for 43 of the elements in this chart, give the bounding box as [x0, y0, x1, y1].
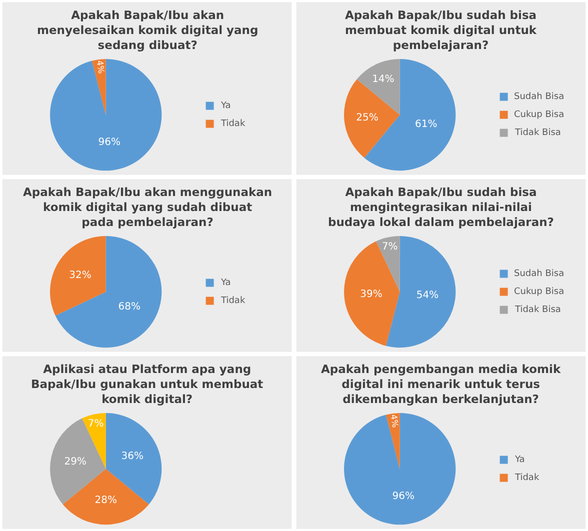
- data-label: 7%: [88, 418, 104, 430]
- legend-label: Sudah Bisa: [514, 269, 564, 279]
- pie-slice: [344, 413, 456, 525]
- data-label: 7%: [382, 242, 398, 253]
- legend-label: Tidak: [514, 473, 540, 483]
- legend-label: Tidak: [220, 119, 246, 129]
- data-label: 96%: [98, 137, 120, 148]
- data-label: 96%: [392, 491, 414, 502]
- chart-title: Apakah Bapak/Ibu sudah bisa membuat komik digital untuk pembelajaran?: [345, 8, 537, 52]
- data-label: 14%: [372, 74, 394, 85]
- legend-label: Sudah Bisa: [514, 92, 564, 102]
- data-label: 61%: [414, 118, 438, 130]
- chart-title: Apakah Bapak/Ibu akan menyelesaikan komik digital yang sedang dibuat?: [37, 8, 258, 52]
- pie-slice: [50, 59, 162, 171]
- legend-label: Tidak Bisa: [514, 305, 561, 315]
- pie-slice: [344, 241, 400, 346]
- pie-slice: [92, 59, 106, 115]
- legend-label: Tidak: [220, 296, 246, 306]
- pie-slice: [386, 413, 400, 469]
- legend-label: Cukup Bisa: [514, 287, 564, 297]
- legend-label: Tidak Bisa: [514, 128, 561, 138]
- data-label: 4%: [94, 60, 107, 74]
- chart-title: Apakah Bapak/Ibu sudah bisa mengintegrasikan nilai-nilai budaya lokal dalam pembelajaran?: [328, 185, 554, 229]
- legend-label: Cukup Bisa: [514, 110, 564, 120]
- pie-slice: [356, 59, 400, 115]
- legend-label: Ya: [220, 278, 231, 288]
- chart-title: Aplikasi atau Platform apa yang Bapak/Ibu gunakan untuk membuat komik digital?: [31, 362, 264, 406]
- legend-label: Ya: [514, 455, 525, 465]
- pie-slice: [55, 236, 162, 348]
- data-label: 25%: [356, 112, 378, 124]
- data-label: 29%: [64, 456, 87, 468]
- pie-slice: [50, 236, 106, 316]
- data-label: 54%: [416, 290, 439, 301]
- pie-slice: [62, 468, 149, 525]
- data-label: 4%: [388, 414, 401, 428]
- chart-title: Apakah Bapak/Ibu akan menggunakan komik digital yang sudah dibuat pada pembelajaran?: [23, 185, 272, 229]
- legend-label: Ya: [220, 101, 231, 111]
- data-label: 39%: [360, 289, 382, 300]
- data-label: 32%: [69, 270, 92, 282]
- chart-title: Apakah pengembangan media komik digital ini menarik untuk terus dikembangkan berkelanjutan?: [321, 362, 561, 406]
- data-label: 68%: [118, 301, 141, 312]
- data-label: 36%: [121, 450, 144, 462]
- data-label: 28%: [94, 494, 117, 506]
